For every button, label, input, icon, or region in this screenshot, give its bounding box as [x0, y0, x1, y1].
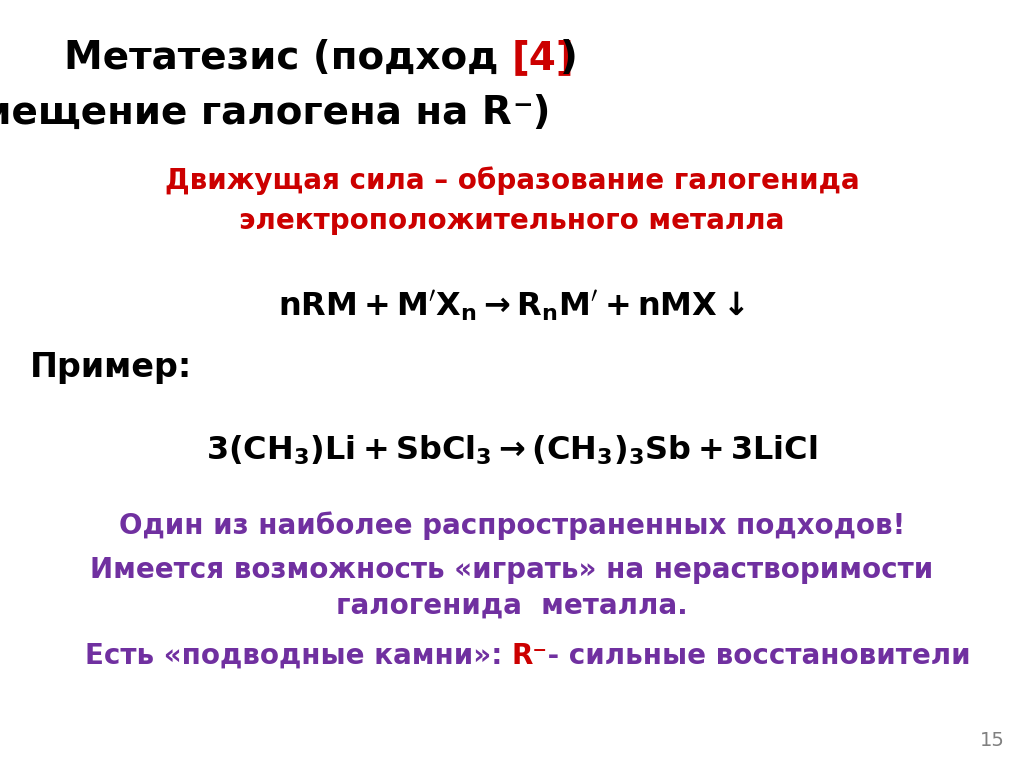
Text: - сильные восстановители: - сильные восстановители — [538, 642, 971, 670]
Text: [4]: [4] — [512, 39, 574, 77]
Text: Метатезис (подход: Метатезис (подход — [65, 39, 512, 77]
Text: Движущая сила – образование галогенида: Движущая сила – образование галогенида — [165, 167, 859, 195]
Text: (нуклеофильное замещение галогена на R: (нуклеофильное замещение галогена на R — [0, 94, 512, 132]
Text: ): ) — [560, 39, 578, 77]
Text: Есть «подводные камни»:: Есть «подводные камни»: — [85, 642, 512, 670]
Text: R⁻: R⁻ — [512, 642, 548, 670]
Text: $\bf{nRM + M'X_n \rightarrow R_nM' + nMX\downarrow}$: $\bf{nRM + M'X_n \rightarrow R_nM' + nMX… — [279, 289, 745, 323]
Text: $\bf{3(CH_3)Li + SbCl_3 \rightarrow (CH_3)_3Sb + 3LiCl}$: $\bf{3(CH_3)Li + SbCl_3 \rightarrow (CH_… — [206, 433, 818, 467]
Text: 15: 15 — [980, 730, 1005, 750]
Text: галогенида  металла.: галогенида металла. — [336, 592, 688, 620]
Text: Имеется возможность «играть» на нерастворимости: Имеется возможность «играть» на нераство… — [90, 556, 934, 584]
Text: ⁻): ⁻) — [512, 94, 551, 132]
Text: электроположительного металла: электроположительного металла — [240, 207, 784, 235]
Text: Пример:: Пример: — [30, 352, 193, 385]
Text: Один из наиболее распространенных подходов!: Один из наиболее распространенных подход… — [119, 511, 905, 541]
